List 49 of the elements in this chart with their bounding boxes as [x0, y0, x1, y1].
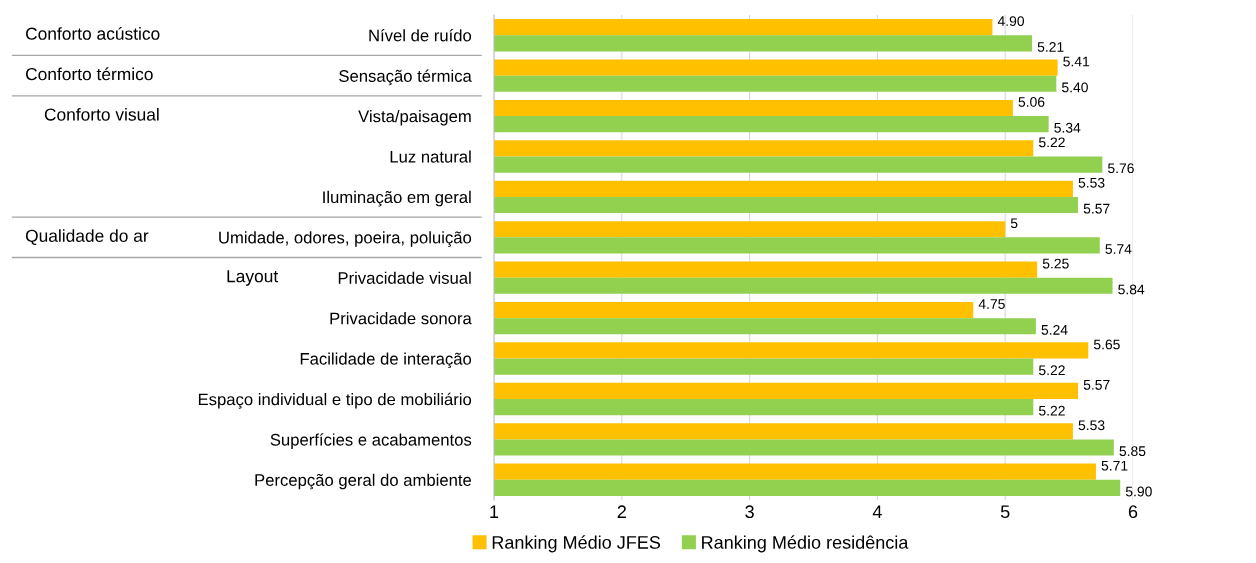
- y-tick-label: Luz natural: [390, 150, 471, 163]
- data-label: 5.22: [1038, 137, 1065, 148]
- data-label: 5.41: [1063, 56, 1090, 67]
- y-tick-label: Superfícies e acabamentos: [270, 433, 472, 449]
- x-tick-label: 5: [1000, 505, 1010, 519]
- data-label: 5.84: [1118, 284, 1145, 295]
- legend-label: Ranking Médio residência: [702, 535, 909, 553]
- data-label: 5.65: [1093, 339, 1120, 350]
- x-tick-label: 6: [1128, 505, 1138, 519]
- text: Layout: [227, 270, 279, 286]
- text: Conforto visual: [44, 107, 159, 121]
- data-label: 5.85: [1119, 446, 1146, 457]
- data-label: 4.90: [997, 16, 1025, 26]
- legend-label: Ranking Médio JFES: [492, 535, 661, 553]
- y-tick-label: Sensação térmica: [339, 69, 472, 86]
- text: Qualidade do ar: [25, 229, 149, 246]
- y-tick-label: Privacidade sonora: [330, 312, 472, 325]
- data-label: 5.76: [1108, 163, 1134, 174]
- data-label: 5: [1010, 218, 1018, 229]
- y-tick-label: Facilidade de interação: [300, 352, 472, 369]
- y-tick-label: Espaço individual e tipo de mobiliário: [198, 392, 472, 409]
- data-label: 5.25: [1042, 258, 1069, 269]
- y-tick-label: Umidade, odores, poeira, poluição: [219, 231, 472, 247]
- data-label: 5.21: [1037, 42, 1064, 52]
- data-label: 5.22: [1038, 405, 1065, 416]
- x-tick-label: 3: [745, 505, 754, 519]
- y-tick-label: Nível de ruído: [369, 28, 472, 42]
- x-tick-label: 4: [872, 505, 882, 518]
- data-label: 5.06: [1018, 97, 1045, 107]
- x-tick-label: 1: [490, 505, 499, 518]
- data-label: 5.71: [1101, 460, 1128, 471]
- data-label: 5.74: [1105, 244, 1132, 254]
- data-label: 5.34: [1054, 122, 1081, 133]
- data-label: 5.22: [1038, 365, 1065, 376]
- y-tick-label: Percepção geral do ambiente: [255, 473, 472, 490]
- y-tick-label: Vista/paisagem: [358, 110, 471, 126]
- data-label: 5.40: [1061, 82, 1088, 93]
- y-tick-label: Iluminação em geral: [323, 190, 471, 207]
- data-label: 5.57: [1083, 203, 1110, 214]
- data-label: 4.75: [978, 299, 1005, 309]
- y-tick-label: Privacidade visual: [338, 271, 471, 284]
- data-label: 5.53: [1078, 420, 1105, 431]
- data-label: 5.90: [1125, 486, 1152, 497]
- data-label: 5.57: [1083, 380, 1110, 390]
- text: Conforto acústico: [26, 26, 160, 40]
- text: Conforto térmico: [26, 67, 153, 81]
- data-label: 5.24: [1041, 324, 1068, 335]
- data-label: 5.53: [1078, 177, 1105, 188]
- x-tick-label: 2: [617, 505, 626, 518]
